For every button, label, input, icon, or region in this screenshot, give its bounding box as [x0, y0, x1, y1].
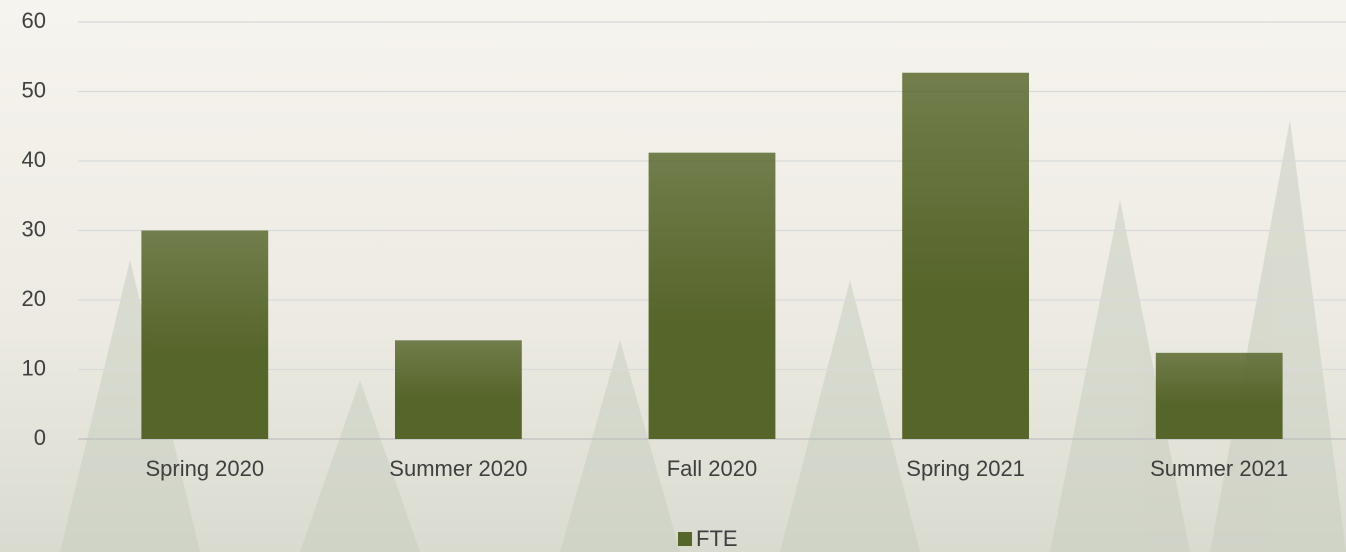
- y-tick-label: 30: [22, 216, 46, 241]
- x-tick-label: Spring 2020: [145, 456, 264, 481]
- bar: [648, 152, 776, 439]
- bar: [141, 230, 269, 439]
- legend-label: FTE: [696, 526, 738, 551]
- y-tick-label: 40: [22, 147, 46, 172]
- x-tick-label: Summer 2021: [1150, 456, 1288, 481]
- bar: [395, 340, 522, 439]
- y-tick-label: 60: [22, 8, 46, 33]
- legend-swatch: [678, 532, 692, 546]
- forest-decor: [60, 120, 1346, 552]
- y-tick-label: 10: [22, 355, 46, 380]
- bar: [902, 72, 1029, 440]
- y-tick-label: 20: [22, 286, 46, 311]
- bar: [1155, 352, 1283, 439]
- y-tick-label: 0: [34, 425, 46, 450]
- x-tick-label: Fall 2020: [667, 456, 758, 481]
- y-tick-label: 50: [22, 77, 46, 102]
- x-tick-label: Spring 2021: [906, 456, 1025, 481]
- x-tick-label: Summer 2020: [389, 456, 527, 481]
